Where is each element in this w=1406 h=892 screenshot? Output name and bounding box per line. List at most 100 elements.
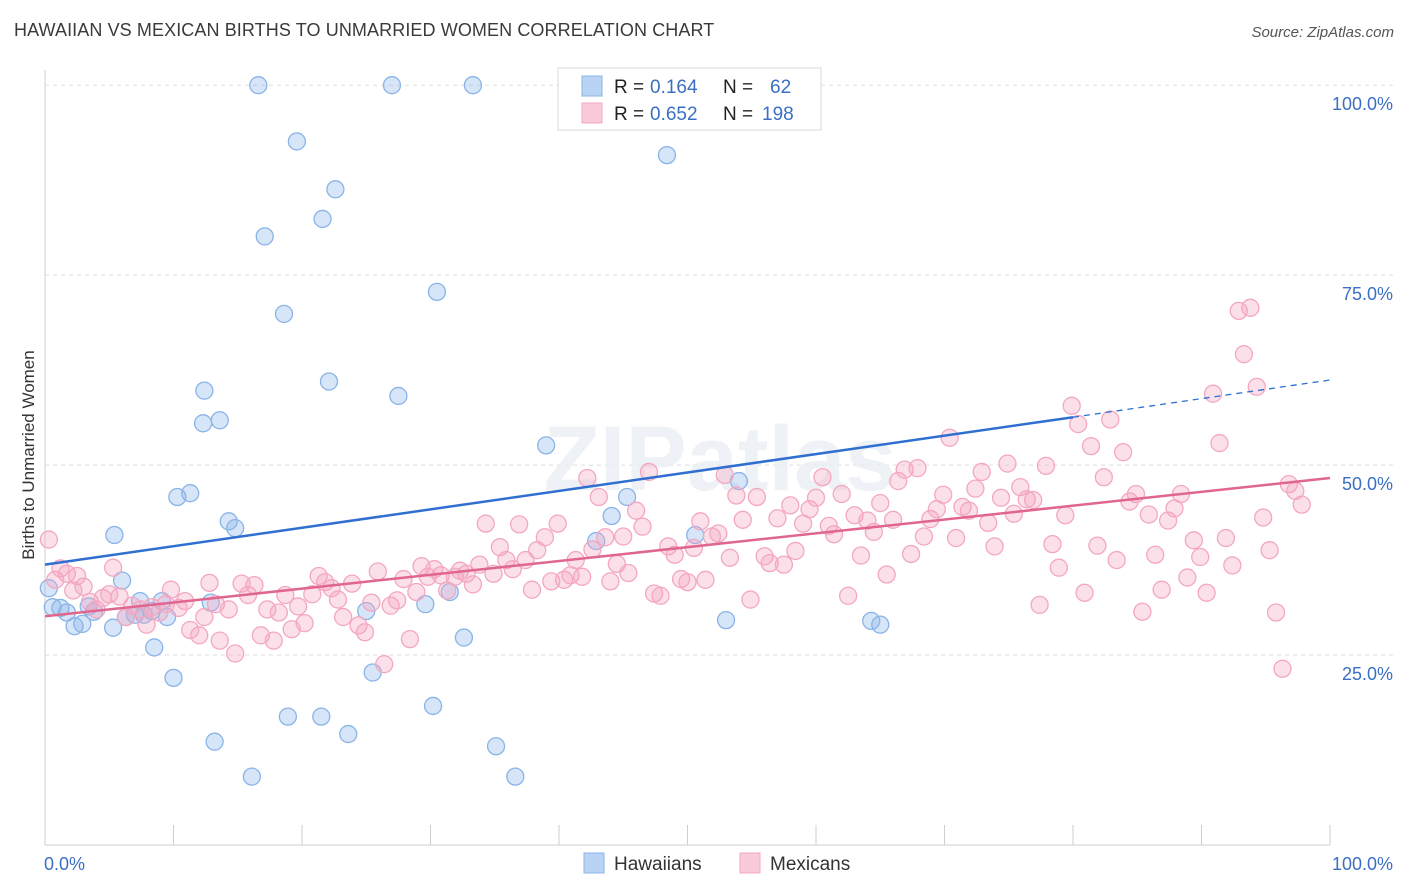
- mexicans-point-108: [720, 548, 740, 567]
- hawaiians-point-8: [103, 618, 123, 637]
- mexicans-point-33: [245, 575, 264, 595]
- mexicans-point-85: [578, 468, 597, 488]
- mexicans-point-168: [1107, 550, 1126, 570]
- hawaiians-point-61: [871, 615, 890, 634]
- y-axis-label: Births to Unmarried Women: [19, 350, 38, 559]
- mexicans-point-92: [619, 563, 638, 583]
- mexicans-point-6: [74, 577, 93, 596]
- mexicans-point-104: [696, 570, 715, 589]
- hawaiians-point-28: [226, 519, 245, 538]
- mexicans-point-145: [959, 501, 979, 520]
- hawaiians-trend-line: [44, 415, 1074, 566]
- mexicans-point-124: [824, 525, 844, 544]
- mexicans-point-30: [226, 644, 245, 663]
- mexicans-point-94: [633, 517, 652, 536]
- mexicans-point-110: [733, 510, 752, 529]
- mexicans-point-91: [614, 527, 633, 546]
- mexicans-point-52: [368, 562, 387, 581]
- hawaiians-point-43: [389, 386, 408, 406]
- hawaiians-point-52: [537, 436, 556, 455]
- hawaiians-point-39: [339, 724, 358, 744]
- mexicans-point-182: [1197, 583, 1216, 602]
- mexicans-point-187: [1229, 301, 1248, 321]
- mexicans-point-46: [328, 590, 348, 609]
- mexicans-point-41: [295, 613, 314, 633]
- mexicans-point-114: [760, 553, 779, 573]
- mexicans-point-156: [1030, 595, 1049, 615]
- mexicans-point-151: [998, 454, 1017, 473]
- mexicans-point-193: [1266, 603, 1286, 622]
- mexicans-swatch: [581, 102, 603, 124]
- x-tick-label-left: 0.0%: [44, 854, 85, 874]
- mexicans-point-192: [1260, 541, 1279, 560]
- mexicans-point-40: [288, 597, 308, 616]
- mexicans-point-76: [522, 580, 542, 599]
- mexicans-point-50: [355, 623, 375, 642]
- mexicans-point-166: [1094, 468, 1113, 487]
- legend-mexicans-swatch: [739, 852, 761, 874]
- mexicans-point-173: [1139, 505, 1158, 524]
- y-tick-label-25: 25.0%: [1342, 664, 1393, 684]
- hawaiians-point-46: [427, 282, 447, 302]
- mexicans-point-150: [991, 488, 1011, 507]
- mexicans-point-99: [665, 545, 684, 564]
- mexicans-point-101: [678, 572, 697, 592]
- mexicans-point-87: [589, 487, 608, 507]
- hawaiians-point-37: [319, 372, 339, 391]
- mexicans-point-97: [651, 586, 670, 605]
- hawaiians-point-55: [617, 487, 637, 507]
- hawaiians-point-60: [862, 611, 881, 631]
- hawaiians-point-48: [454, 628, 474, 647]
- mexicans-point-67: [463, 575, 483, 594]
- mexicans-point-161: [1062, 396, 1081, 415]
- mexicans-point-180: [1184, 531, 1203, 550]
- mexicans-point-24: [190, 626, 209, 645]
- hawaiians-point-45: [423, 696, 443, 716]
- mexicans-point-131: [871, 493, 890, 513]
- chart-source: Source: ZipAtlas.com: [1251, 24, 1394, 41]
- mexicans-point-137: [908, 458, 927, 478]
- hawaiians-swatch: [581, 75, 603, 97]
- hawaiians-point-21: [181, 484, 200, 503]
- mexicans-point-179: [1178, 568, 1197, 587]
- mexicans-point-154: [1017, 490, 1036, 509]
- y-tick-label-100: 100.0%: [1332, 94, 1393, 114]
- mexicans-r-value: 0.652: [650, 104, 698, 125]
- mexicans-point-121: [806, 488, 826, 507]
- stats-legend: R = 0.164 N = 62 R = 0.652 N = 198: [557, 67, 822, 131]
- mexicans-point-28: [210, 631, 229, 650]
- mexicans-point-20: [161, 580, 181, 599]
- hawaiians-point-35: [312, 707, 331, 726]
- hawaiians-point-26: [210, 411, 229, 430]
- mexicans-point-29: [219, 600, 238, 619]
- mexicans-point-74: [510, 515, 529, 534]
- mexicans-point-149: [985, 537, 1004, 556]
- hawaiians-point-27: [219, 512, 238, 531]
- mexicans-point-120: [800, 500, 819, 519]
- mexicans-point-16: [137, 615, 156, 634]
- hawaiians-point-32: [274, 304, 294, 324]
- mexicans-point-164: [1081, 436, 1101, 456]
- hawaiians-r-label: R =: [614, 77, 644, 98]
- hawaiians-point-56: [657, 145, 677, 165]
- mexicans-point-142: [940, 428, 959, 447]
- mexicans-point-183: [1203, 384, 1223, 403]
- mexicans-point-11: [103, 558, 123, 577]
- hawaiians-trend-extension: [1072, 379, 1331, 418]
- mexicans-point-146: [966, 479, 985, 498]
- mexicans-point-118: [786, 541, 805, 561]
- mexicans-point-181: [1191, 547, 1210, 567]
- hawaiians-point-33: [278, 707, 298, 726]
- mexicans-point-175: [1152, 580, 1171, 599]
- mexicans-point-126: [838, 586, 858, 605]
- mexicans-point-184: [1210, 433, 1229, 453]
- mexicans-point-57: [400, 629, 420, 649]
- x-tick-label-right: 100.0%: [1332, 854, 1393, 874]
- mexicans-point-174: [1146, 545, 1165, 564]
- mexicans-point-189: [1241, 298, 1260, 317]
- hawaiians-point-49: [463, 76, 483, 95]
- y-tick-label-75: 75.0%: [1342, 284, 1393, 304]
- mexicans-point-12: [110, 587, 129, 606]
- mexicans-point-155: [1024, 490, 1043, 510]
